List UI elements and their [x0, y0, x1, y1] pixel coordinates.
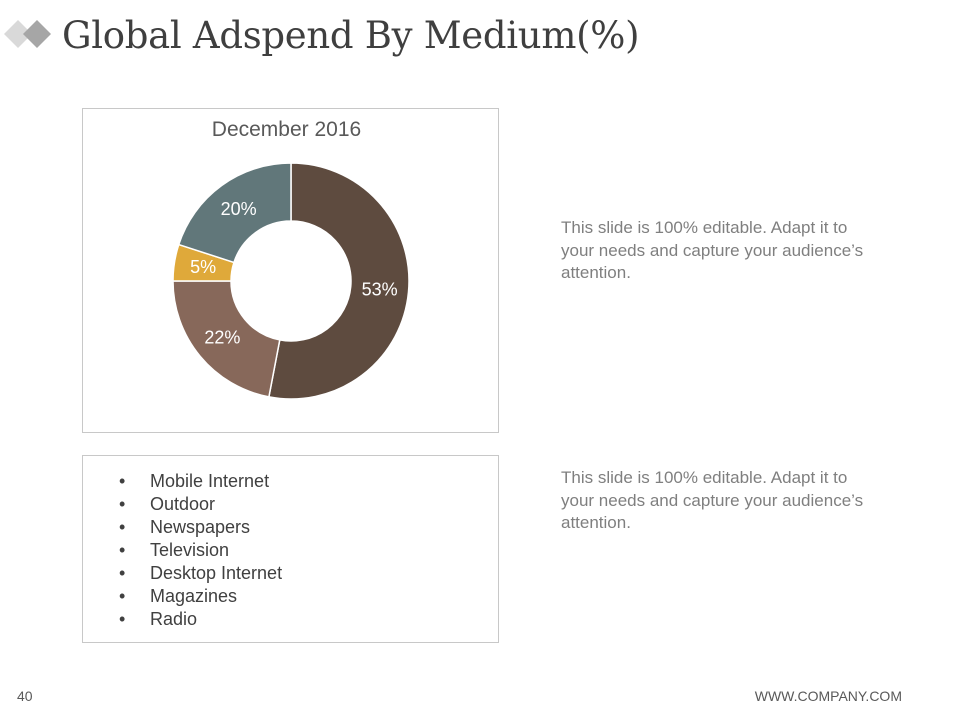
bullet: •: [119, 540, 126, 560]
donut-chart: 53% 22% 5% 20%: [172, 162, 410, 400]
legend-item-label: Television: [150, 540, 230, 560]
bullet: •: [119, 563, 126, 583]
slide-title: Global Adspend By Medium(%): [62, 14, 640, 57]
bullet: •: [119, 586, 126, 606]
slice-data-label: 53%: [362, 279, 398, 299]
legend-item: • Desktop Internet: [119, 562, 282, 585]
slice-data-label: 22%: [204, 328, 240, 348]
legend-item-label: Magazines: [150, 586, 238, 606]
legend-item-label: Outdoor: [150, 494, 216, 514]
description-text: This slide is 100% editable. Adapt it to…: [561, 218, 864, 282]
legend-item: • Magazines: [119, 585, 282, 608]
donut-slice-3: [177, 162, 292, 264]
slice-data-label: 20%: [221, 199, 257, 219]
page-number: 40: [17, 688, 33, 704]
bullet: •: [119, 609, 126, 629]
legend-panel: • Mobile Internet • Outdoor • Newspapers • T…: [82, 455, 499, 643]
legend-item: • Television: [119, 539, 282, 562]
legend-item-label: Mobile Internet: [150, 471, 270, 491]
legend-item: • Radio: [119, 608, 282, 631]
slice-data-label: 5%: [190, 257, 216, 277]
description-text: This slide is 100% editable. Adapt it to…: [561, 468, 864, 532]
legend-item-label: Desktop Internet: [150, 563, 283, 583]
legend-item: • Mobile Internet: [119, 470, 282, 493]
footer-url: WWW.COMPANY.COM: [754, 688, 902, 704]
bullet: •: [119, 517, 126, 537]
legend-list: • Mobile Internet • Outdoor • Newspapers • T…: [119, 470, 282, 631]
logo-diamonds-icon: [4, 16, 54, 52]
chart-panel: December 2016 53% 22% 5% 20%: [82, 108, 499, 433]
bullet: •: [119, 471, 126, 491]
chart-title: December 2016: [211, 118, 362, 141]
donut-slice-0: [268, 162, 410, 400]
bullet: •: [119, 494, 126, 514]
legend-item: • Outdoor: [119, 493, 282, 516]
legend-item-label: Newspapers: [150, 517, 251, 537]
legend-item-label: Radio: [150, 609, 198, 629]
donut-slice-1: [172, 280, 281, 398]
legend-item: • Newspapers: [119, 516, 282, 539]
